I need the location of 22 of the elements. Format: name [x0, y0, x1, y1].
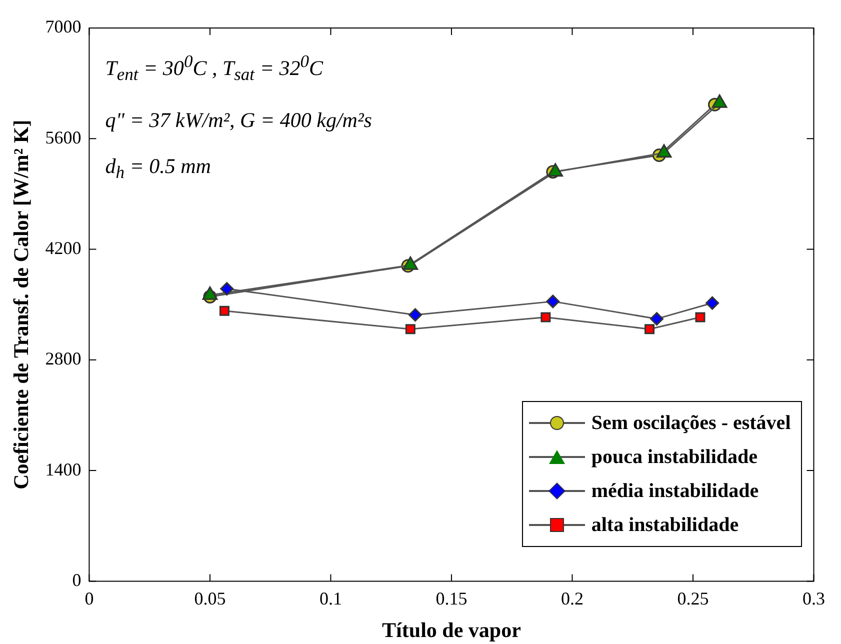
y-tick-label: 7000 [45, 16, 82, 37]
legend-label: média instabilidade [591, 480, 759, 503]
x-tick-label: 0.1 [319, 588, 342, 609]
x-tick-label: 0.3 [802, 588, 825, 609]
legend-label: pouca instabilidade [591, 446, 758, 469]
x-tick-label: 0 [84, 588, 94, 609]
x-tick-label: 0.25 [677, 588, 709, 609]
annotation: d$_{h}$ = 0.5 mm [105, 153, 212, 184]
y-tick-label: 2800 [45, 348, 82, 369]
legend-label: alta instabilidade [591, 514, 739, 537]
y-tick-label: 0 [72, 570, 82, 590]
y-tick-label: 1400 [45, 459, 82, 480]
y-axis-title: Coeficiente de Transf. de Calor [W/m² K] [9, 120, 34, 490]
text: T$_{ent}$ = 30$^{0}$C , T$_{sat}$ = 32$^{0}$C [105, 51, 323, 84]
legend-label: Sem oscilações - estável [591, 412, 791, 435]
x-tick-label: 0.2 [560, 588, 584, 609]
x-axis-title: Título de vapor [382, 618, 521, 642]
x-tick-label: 0.05 [194, 588, 226, 609]
y-tick-label: 5600 [45, 127, 82, 148]
x-tick-label: 0.15 [436, 588, 468, 609]
annotation: q" = 37 kW/m², G = 400 kg/m²s [105, 107, 372, 134]
y-tick-label: 4200 [45, 238, 82, 258]
